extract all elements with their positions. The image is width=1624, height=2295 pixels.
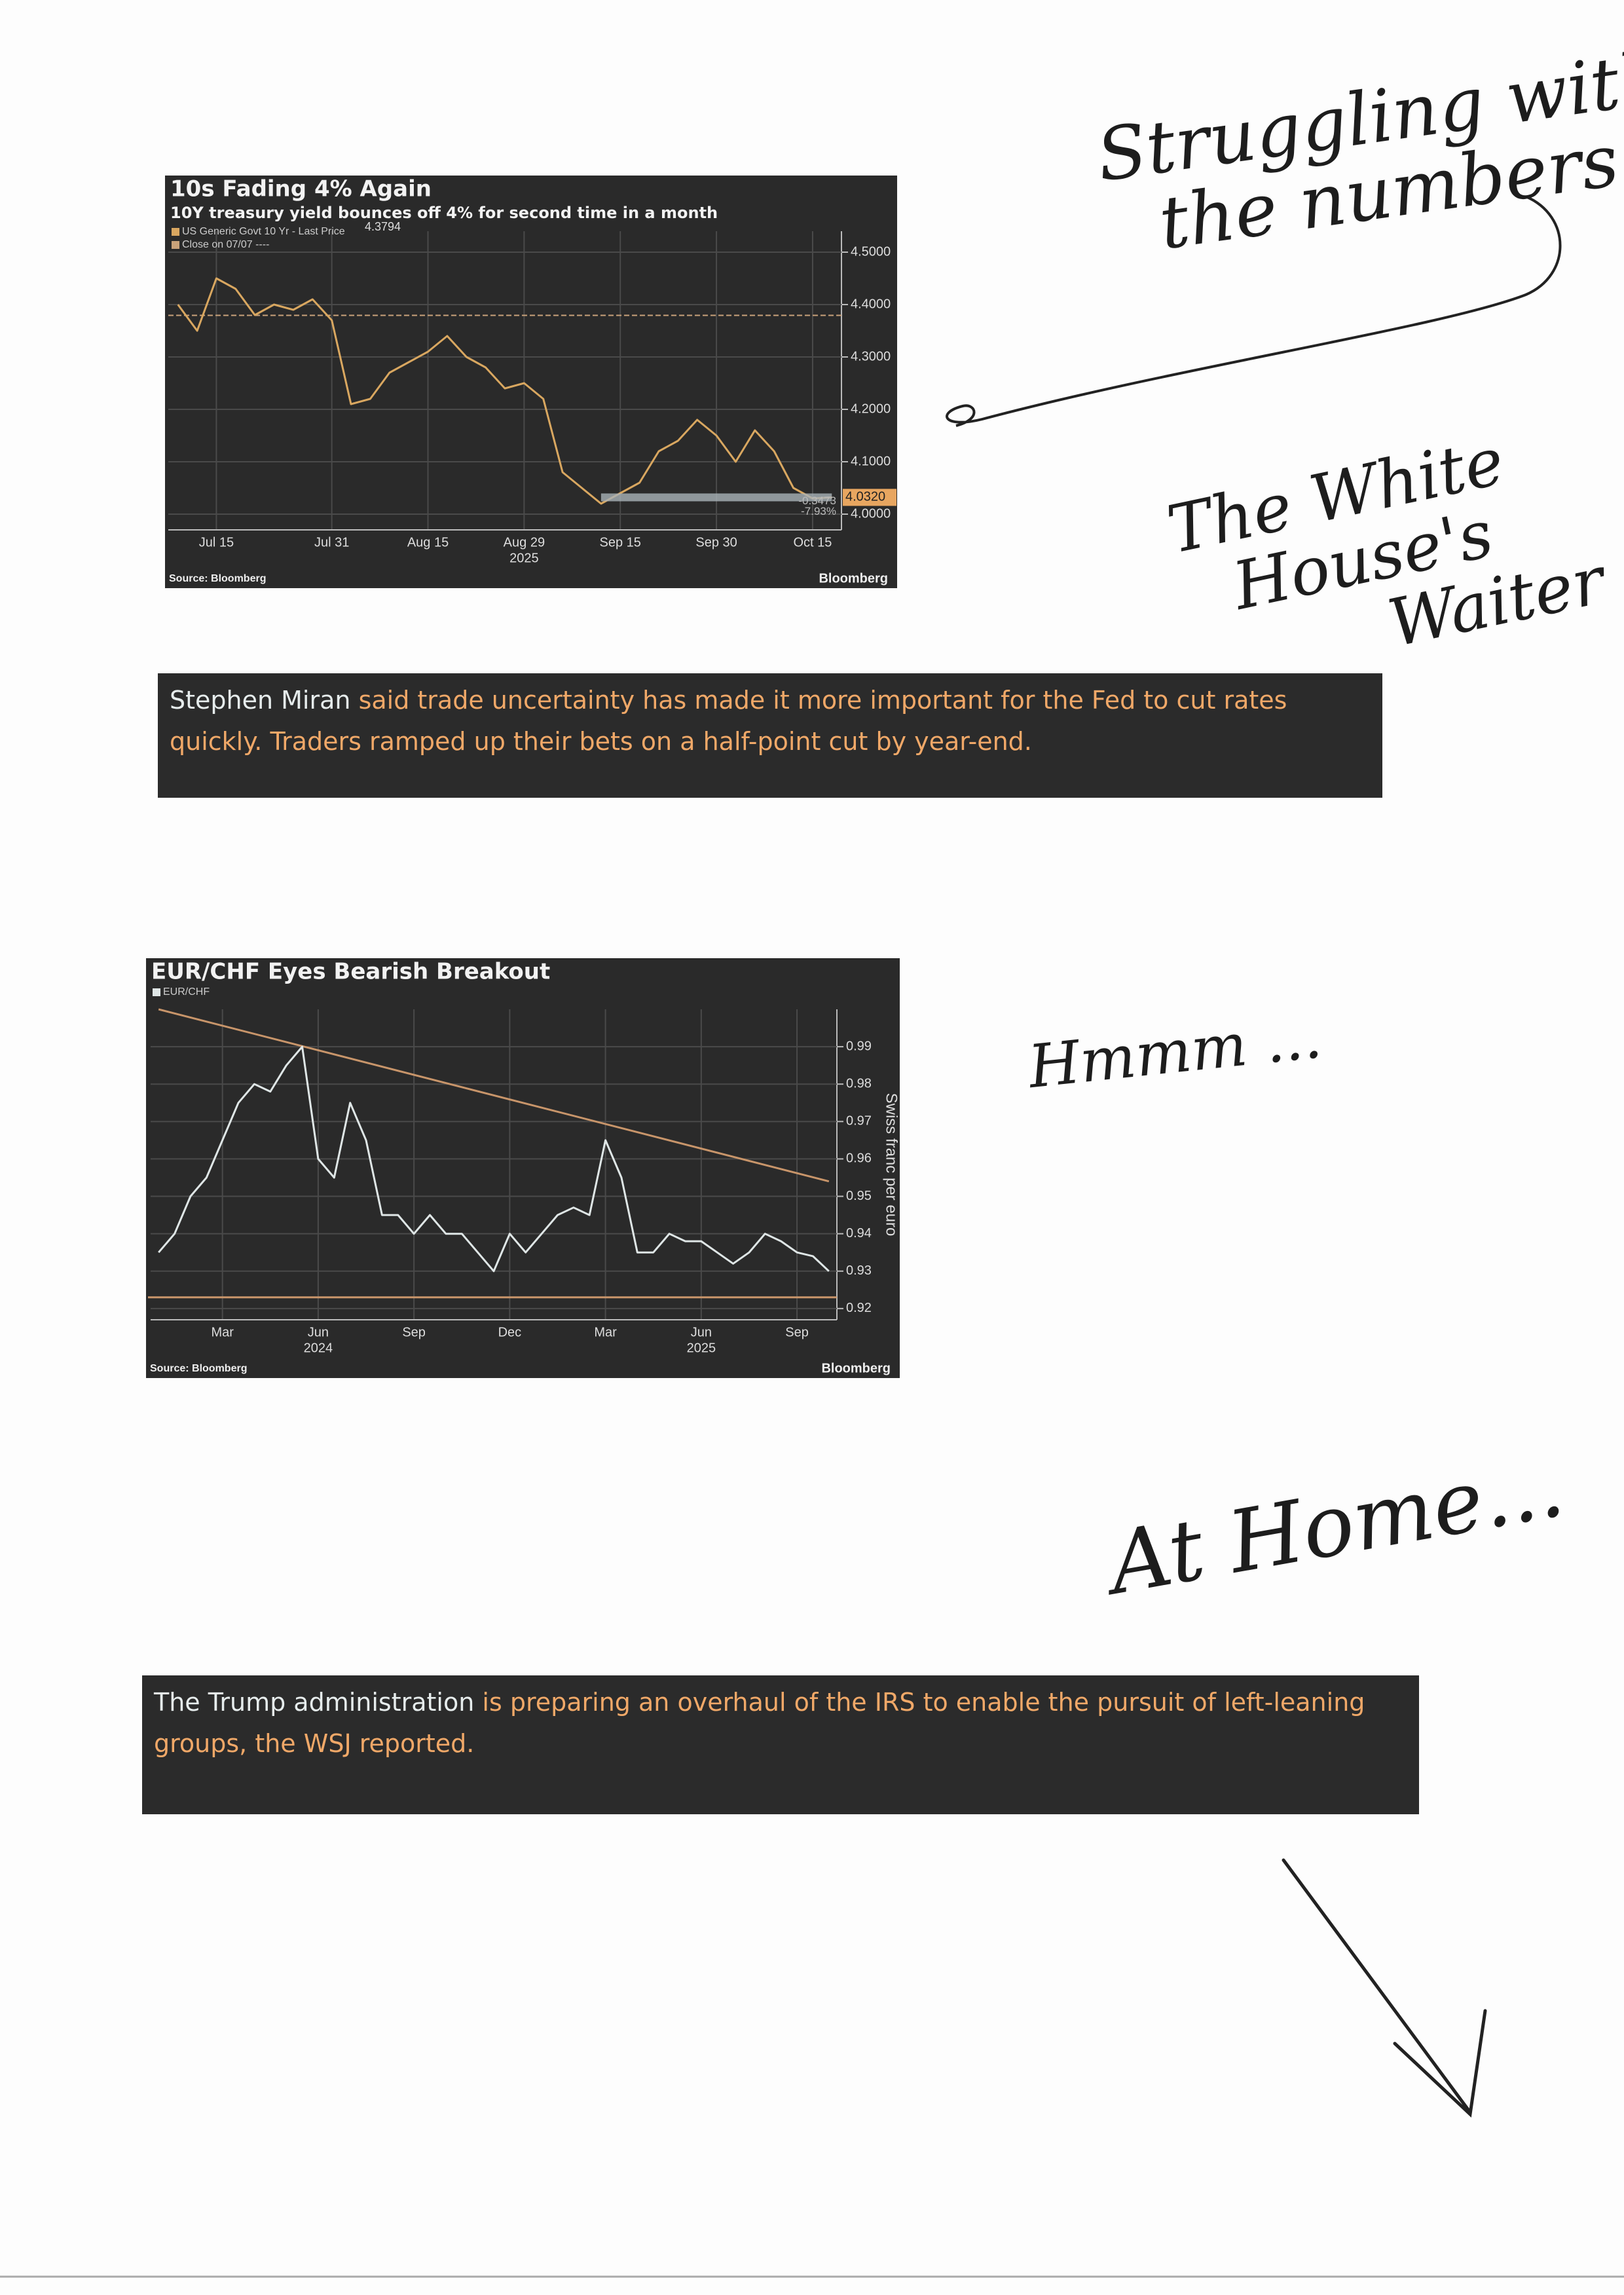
brand: Bloomberg [821, 1361, 891, 1375]
caption-text: said trade uncertainty has made it more … [170, 686, 1287, 756]
series-line [158, 1045, 830, 1273]
x-tick-label: Oct 15 [793, 535, 832, 550]
x-tick-label: Aug 15 [407, 535, 449, 550]
x-tick-label: Sep [785, 1325, 809, 1339]
x-year-label: 2025 [687, 1341, 716, 1355]
last-price-label: 4.0320 [845, 490, 885, 504]
y-tick-label: 4.0000 [851, 506, 891, 521]
legend-swatch [172, 228, 179, 236]
y-tick-label: 4.2000 [851, 401, 891, 416]
caption: The Trump administration is preparing an… [142, 1675, 1419, 1814]
annotation: -0.3473 [798, 494, 836, 507]
x-tick-label: Sep [402, 1325, 426, 1339]
chart: EUR/CHF Eyes Bearish Breakout 0.92 0.93 0.9… [146, 958, 900, 1378]
x-tick-label: Jun [308, 1325, 329, 1339]
x-tick-label: Jul 15 [199, 535, 234, 550]
x-tick-label: Aug 29 [504, 535, 545, 550]
chart-background [165, 176, 897, 588]
y-axis-label: Swiss franc per euro [883, 1093, 900, 1237]
y-tick-label: 0.99 [846, 1039, 872, 1053]
y-tick-label: 0.96 [846, 1151, 872, 1166]
legend-label: EUR/CHF [163, 986, 210, 998]
y-tick-label: 0.94 [846, 1226, 872, 1241]
y-tick-label: 4.3000 [851, 349, 891, 364]
y-tick-label: 0.93 [846, 1263, 872, 1278]
x-tick-label: Jul 31 [314, 535, 349, 550]
legend-swatch [153, 988, 160, 996]
series-line [177, 277, 832, 505]
source: Source: Bloomberg [169, 573, 266, 584]
x-year-label: 2024 [304, 1341, 333, 1355]
source: Source: Bloomberg [150, 1363, 247, 1374]
annotation: -7.93% [801, 505, 836, 517]
y-tick-label: 0.92 [846, 1301, 872, 1315]
y-tick-label: 0.97 [846, 1114, 872, 1129]
x-year-label: 2025 [509, 551, 539, 565]
y-tick-label: 4.5000 [851, 244, 891, 259]
caption: Stephen Miran said trade uncertainty has… [158, 673, 1382, 798]
caption-text: is preparing an overhaul of the IRS to e… [154, 1688, 1365, 1758]
trend-line [158, 1008, 830, 1183]
brand: Bloomberg [819, 571, 888, 586]
highlight-band [600, 493, 832, 502]
x-tick-label: Jun [691, 1325, 712, 1339]
hand-arrow [946, 195, 1562, 427]
x-tick-label: Dec [498, 1325, 522, 1339]
y-tick-label: 4.4000 [851, 297, 891, 311]
chart-background [146, 958, 900, 1378]
x-tick-label: Mar [211, 1325, 234, 1339]
hand-arrow [1282, 1858, 1487, 2118]
chart-title: EUR/CHF Eyes Bearish Breakout [151, 959, 550, 985]
y-tick-label: 0.98 [846, 1076, 872, 1091]
x-tick-label: Sep 30 [695, 535, 737, 550]
caption-lead: The Trump administration [154, 1688, 475, 1717]
legend-label: Close on 07/07 ---- [182, 239, 269, 250]
chart: 10s Fading 4% Again 10Y treasury yield bo… [165, 176, 897, 588]
y-tick-label: 0.95 [846, 1189, 872, 1203]
caption-lead: Stephen Miran [170, 686, 351, 715]
legend-label: US Generic Govt 10 Yr - Last Price [182, 226, 345, 237]
chart-title: 10s Fading 4% Again [170, 176, 432, 202]
chart-subtitle: 10Y treasury yield bounces off 4% for se… [170, 204, 718, 222]
y-tick-label: 4.1000 [851, 454, 891, 468]
last-price-tag [843, 489, 896, 506]
legend-swatch [172, 241, 179, 249]
reference-label: 4.3794 [365, 220, 401, 233]
x-tick-label: Mar [594, 1325, 617, 1339]
x-tick-label: Sep 15 [600, 535, 641, 550]
